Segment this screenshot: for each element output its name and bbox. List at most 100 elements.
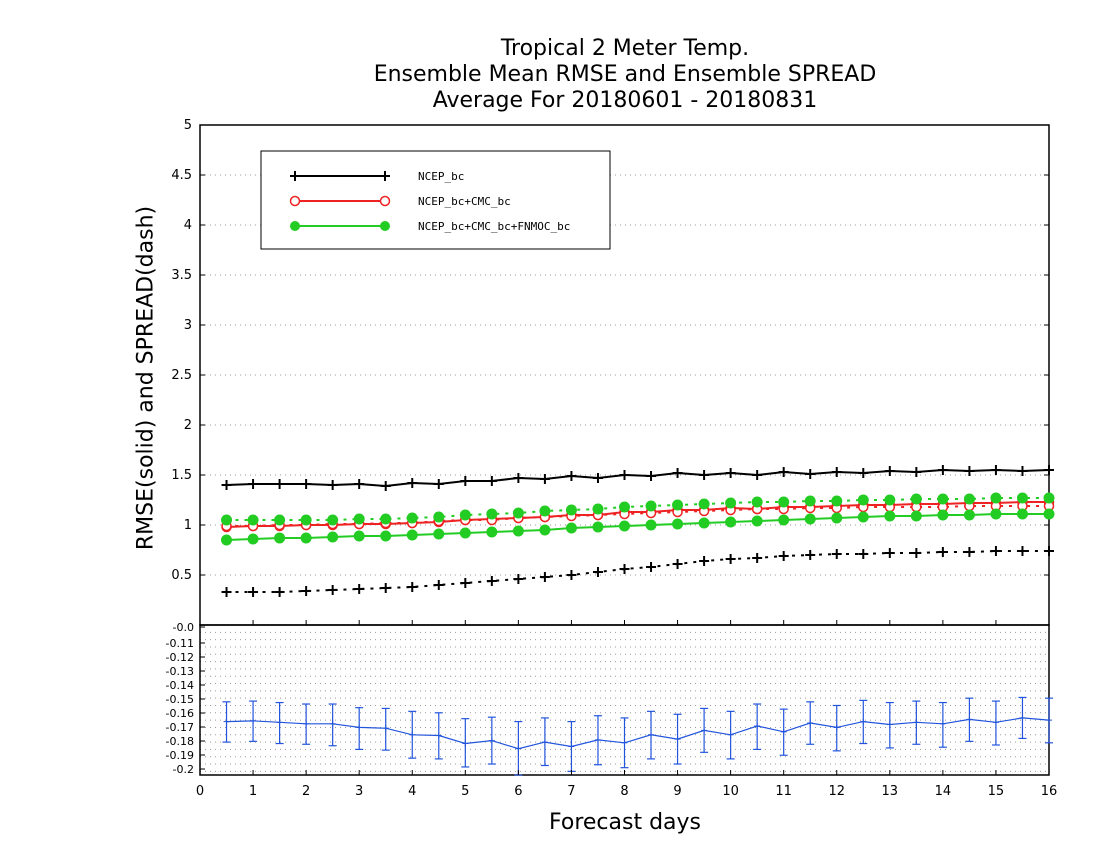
data-point-filled-circle (910, 493, 922, 505)
data-point-filled-circle (751, 496, 763, 508)
data-point-plus (486, 476, 497, 486)
data-point-plus (990, 546, 1001, 556)
difference-point (568, 743, 575, 750)
data-point-filled-circle (592, 521, 604, 533)
data-point-filled-circle (433, 511, 445, 523)
data-point-plus (433, 580, 444, 590)
data-point-plus (301, 479, 312, 489)
data-point-filled-circle (619, 501, 630, 513)
difference-point (1046, 717, 1052, 724)
y-tick-label: -0.13 (166, 665, 194, 678)
data-point-filled-circle (698, 517, 710, 529)
data-point-plus (990, 465, 1001, 475)
data-point-plus (884, 466, 895, 476)
data-point-plus (513, 574, 524, 584)
data-point-plus (248, 479, 259, 489)
data-point-plus (1017, 466, 1028, 476)
difference-point (409, 731, 416, 738)
difference-point (382, 725, 389, 732)
data-point-plus (566, 471, 577, 481)
data-point-filled-circle (327, 514, 339, 526)
data-point-filled-circle (539, 524, 551, 536)
legend-marker-filled-circle (380, 221, 390, 231)
difference-point (515, 745, 522, 752)
difference-point (329, 720, 336, 727)
data-point-filled-circle (645, 519, 657, 531)
legend-marker-filled-circle (290, 221, 300, 231)
data-point-filled-circle (857, 494, 869, 506)
series-line (226, 468, 1050, 488)
data-point-plus (327, 480, 338, 490)
data-point-plus (619, 470, 630, 480)
data-point-plus (805, 550, 816, 560)
difference-point (541, 739, 548, 746)
difference-point (913, 719, 920, 726)
data-point-plus (646, 471, 657, 481)
y-tick-label: 0.5 (171, 568, 192, 583)
data-point-filled-circle (963, 509, 975, 521)
difference-point (886, 721, 893, 728)
difference-point (621, 739, 628, 746)
data-point-plus (380, 481, 391, 491)
x-tick-label: 6 (514, 784, 522, 799)
data-point-filled-circle (751, 515, 763, 527)
data-point-plus (937, 465, 948, 475)
series-line (226, 550, 1049, 593)
data-point-filled-circle (221, 514, 233, 526)
data-point-filled-circle (910, 510, 922, 522)
x-tick-label: 9 (673, 784, 681, 799)
data-point-plus (1044, 546, 1054, 556)
data-point-plus (699, 470, 710, 480)
data-point-plus (433, 479, 444, 489)
legend-marker-open-circle (379, 195, 391, 207)
data-point-plus (805, 469, 816, 479)
data-point-plus (327, 585, 338, 595)
data-point-filled-circle (247, 533, 259, 545)
x-tick-label: 12 (828, 784, 845, 799)
data-point-plus (1044, 465, 1054, 475)
data-point-filled-circle (406, 529, 418, 541)
data-point-filled-circle (857, 511, 869, 523)
data-point-filled-circle (300, 514, 312, 526)
data-point-filled-circle (725, 516, 737, 528)
legend-label: NCEP_bc+CMC_bc (418, 195, 511, 208)
data-point-filled-circle (274, 514, 286, 526)
legend-label: NCEP_bc+CMC_bc+FNMOC_bc (418, 220, 570, 233)
data-point-filled-circle (459, 527, 471, 539)
difference-point (462, 740, 469, 747)
data-point-plus (221, 480, 232, 490)
data-point-plus (752, 470, 763, 480)
x-tick-label: 13 (882, 784, 899, 799)
data-point-filled-circle (831, 512, 843, 524)
y-tick-label: -0.0 (173, 621, 194, 634)
y-tick-label: 4.5 (171, 168, 192, 183)
data-point-filled-circle (380, 530, 392, 542)
x-tick-label: 14 (935, 784, 952, 799)
data-point-plus (354, 479, 365, 489)
data-point-filled-circle (459, 509, 471, 521)
difference-point (223, 718, 230, 725)
x-axis-label: Forecast days (548, 810, 701, 835)
data-point-filled-circle (804, 513, 816, 525)
x-tick-label: 1 (249, 784, 257, 799)
data-point-plus (778, 551, 789, 561)
x-tick-label: 8 (620, 784, 628, 799)
data-point-filled-circle (884, 510, 896, 522)
y-tick-label: -0.16 (166, 707, 194, 720)
data-point-plus (619, 564, 630, 574)
data-point-filled-circle (778, 496, 790, 508)
y-tick-label: -0.14 (166, 679, 194, 692)
data-point-filled-circle (592, 503, 604, 515)
data-point-plus (937, 547, 948, 557)
data-point-filled-circle (937, 493, 949, 505)
difference-point (992, 719, 999, 726)
data-point-plus (725, 468, 736, 478)
data-point-plus (831, 467, 842, 477)
data-point-filled-circle (565, 504, 577, 516)
y-tick-label: -0.2 (173, 763, 194, 776)
data-point-plus (274, 479, 285, 489)
data-point-filled-circle (1016, 492, 1028, 504)
data-point-plus (274, 587, 285, 597)
difference-point (966, 716, 973, 723)
data-point-filled-circle (486, 508, 498, 520)
